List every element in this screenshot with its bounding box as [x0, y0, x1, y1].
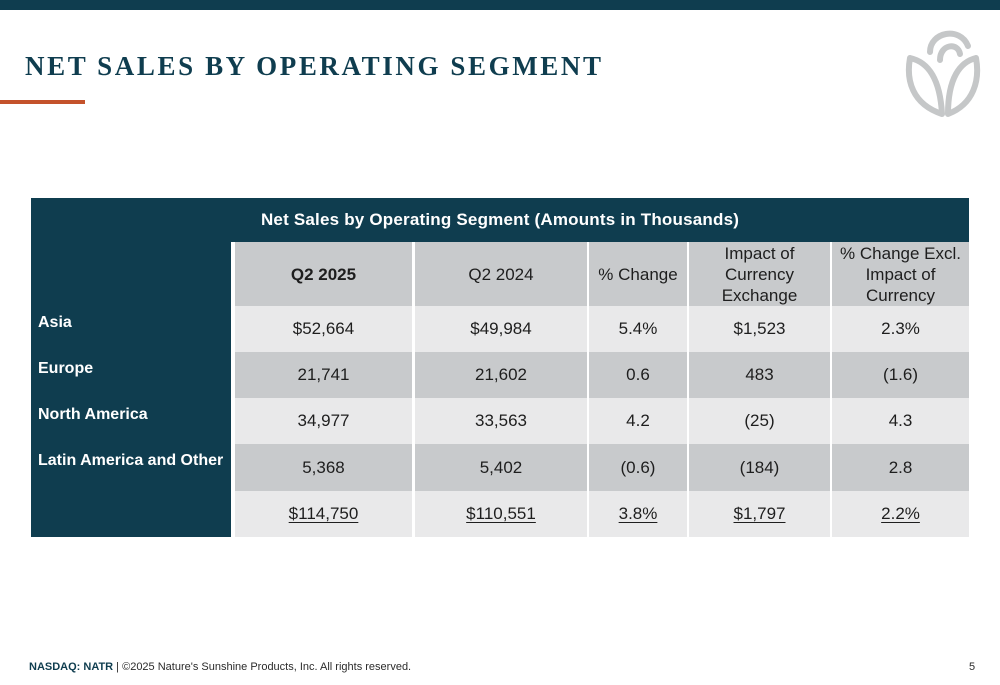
leaf-sprout-logo-icon — [905, 30, 981, 117]
cell-value: 5.4% — [589, 306, 689, 352]
row-label: Latin America and Other — [31, 444, 235, 491]
total-value: $1,797 — [733, 504, 786, 523]
segment-sales-table: Net Sales by Operating Segment (Amounts … — [31, 198, 970, 537]
column-header-q2-2025: Q2 2025 — [235, 242, 415, 306]
table-row-europe: Europe 21,741 21,602 0.6 483 (1.6) — [31, 352, 970, 398]
total-cell: $114,750 — [235, 491, 415, 537]
page-number: 5 — [969, 661, 976, 673]
cell-value: $1,523 — [689, 306, 832, 352]
cell-value: 4.3 — [832, 398, 970, 444]
table-row-total: $114,750 $110,551 3.8% $1,797 2.2% — [31, 491, 970, 537]
table-row-north-america: North America 34,977 33,563 4.2 (25) 4.3 — [31, 398, 970, 444]
cell-value: $52,664 — [235, 306, 415, 352]
table-row-asia: Asia $52,664 $49,984 5.4% $1,523 2.3% — [31, 306, 970, 352]
footer-legal: NASDAQ: NATR | ©2025 Nature's Sunshine P… — [29, 661, 411, 673]
header-corner — [31, 242, 235, 306]
cell-value: (25) — [689, 398, 832, 444]
cell-value: 5,402 — [415, 444, 589, 491]
cell-value: 483 — [689, 352, 832, 398]
column-header-q2-2024: Q2 2024 — [415, 242, 589, 306]
cell-value: 21,602 — [415, 352, 589, 398]
footer-copyright: | ©2025 Nature's Sunshine Products, Inc.… — [113, 661, 412, 673]
cell-value: 21,741 — [235, 352, 415, 398]
page-title: NET SALES BY OPERATING SEGMENT — [25, 51, 604, 81]
cell-value: (0.6) — [589, 444, 689, 491]
total-value: 2.2% — [881, 504, 920, 523]
total-value: $110,551 — [466, 504, 536, 523]
total-cell: 3.8% — [589, 491, 689, 537]
row-label: Europe — [31, 352, 235, 398]
row-label: North America — [31, 398, 235, 444]
table-row-latin-america: Latin America and Other 5,368 5,402 (0.6… — [31, 444, 970, 491]
cell-value: (1.6) — [832, 352, 970, 398]
column-header-pct-change: % Change — [589, 242, 689, 306]
row-label: Asia — [31, 306, 235, 352]
cell-value: (184) — [689, 444, 832, 491]
table-caption: Net Sales by Operating Segment (Amounts … — [31, 198, 970, 242]
total-cell: $1,797 — [689, 491, 832, 537]
cell-value: 4.2 — [589, 398, 689, 444]
cell-value: 2.8 — [832, 444, 970, 491]
cell-value: $49,984 — [415, 306, 589, 352]
column-header-pct-change-excl: % Change Excl. Impact of Currency — [832, 242, 970, 306]
cell-value: 2.3% — [832, 306, 970, 352]
title-underline — [0, 100, 85, 104]
total-cell: $110,551 — [415, 491, 589, 537]
total-value: 3.8% — [618, 504, 658, 523]
cell-value: 0.6 — [589, 352, 689, 398]
cell-value: 33,563 — [415, 398, 589, 444]
footer-ticker: NASDAQ: NATR — [29, 661, 114, 673]
cell-value: 5,368 — [235, 444, 415, 491]
total-value: $114,750 — [288, 504, 359, 523]
total-label-blank — [31, 491, 235, 537]
top-accent-bar — [0, 0, 1000, 10]
column-header-currency-impact: Impact of Currency Exchange — [689, 242, 832, 306]
cell-value: 34,977 — [235, 398, 415, 444]
total-cell: 2.2% — [832, 491, 970, 537]
